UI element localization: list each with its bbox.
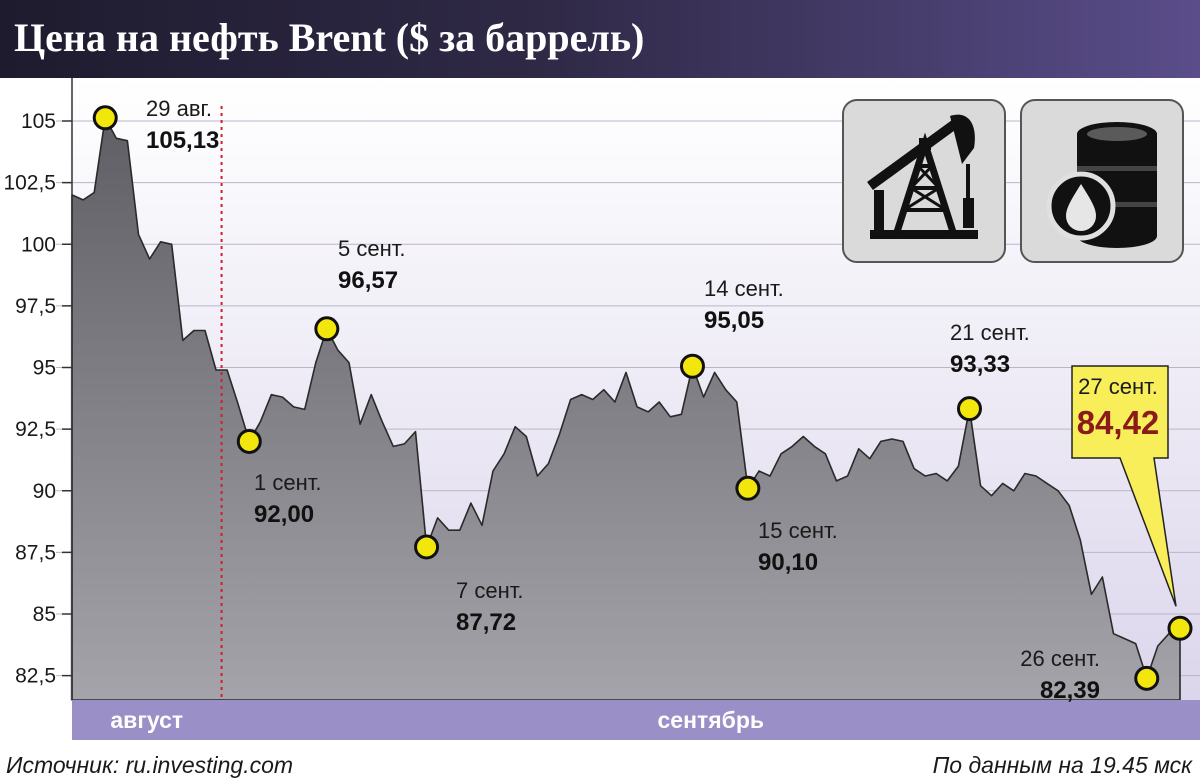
point-marker [1167,615,1193,641]
marker-layer [92,105,1193,691]
annotation-date: 21 сент. [950,320,1030,345]
as-of-note: По данным на 19.45 мск [932,752,1192,778]
point-marker [414,534,440,560]
annotation-date: 27 сент. [1078,374,1158,399]
icon-panel [842,99,1184,263]
y-tick-label: 82,5 [15,665,56,688]
annotation-value: 93,33 [950,351,1010,378]
annotation-value: 87,72 [456,609,516,636]
point-marker [679,353,705,379]
annotation-date: 15 сент. [758,518,838,543]
annotation-value: 105,13 [146,127,219,154]
y-tick-label: 87,5 [15,541,56,564]
oil-barrel-icon [1020,99,1184,263]
annotation-layer: 29 авг. 105,13 1 сент. 92,00 5 сент. 96,57 7 с… [146,96,1159,704]
point-marker [236,428,262,454]
latest-callout [1071,365,1177,607]
month-band-fill [72,700,1200,740]
annotation-value: 95,05 [704,307,764,334]
month-band: август сентябрь [72,700,1200,740]
y-tick-label: 97,5 [15,295,56,318]
price-chart: август сентябрь 82,5 85 87,5 90 92,5 95 97,5 100… [3,78,1200,740]
annotation-value: 84,42 [1077,404,1160,441]
y-tick-label: 92,5 [15,418,56,441]
point-marker [314,316,340,342]
month-label-august: август [110,707,183,733]
annotation-date: 1 сент. [254,470,321,495]
y-axis-ticks: 82,5 85 87,5 90 92,5 95 97,5 100 102,5 105 [3,78,73,700]
annotation-date: 5 сент. [338,236,405,261]
y-tick-label: 95 [33,357,56,380]
y-tick-label: 90 [33,480,56,503]
annotation-date: 14 сент. [704,276,784,301]
annotation-value: 82,39 [1040,677,1100,704]
annotation-value: 96,57 [338,267,398,294]
oil-pump-icon [842,99,1006,263]
point-marker [1134,665,1160,691]
annotation-date: 29 авг. [146,96,212,121]
y-tick-label: 100 [21,233,56,256]
annotation-value: 90,10 [758,549,818,576]
point-marker [956,396,982,422]
y-tick-label: 85 [33,603,56,626]
y-tick-label: 102,5 [3,172,56,195]
point-marker [92,105,118,131]
month-label-september: сентябрь [658,707,765,733]
source-note: Источник: ru.investing.com [6,752,294,778]
chart-title: Цена на нефть Brent ($ за баррель) [14,15,645,60]
annotation-date: 7 сент. [456,578,523,603]
annotation-value: 92,00 [254,501,314,528]
callout-box [1071,365,1177,607]
header-bar: Цена на нефть Brent ($ за баррель) [0,0,1200,78]
point-marker [735,475,761,501]
y-tick-label: 105 [21,110,56,133]
annotation-date: 26 сент. [1020,646,1100,671]
